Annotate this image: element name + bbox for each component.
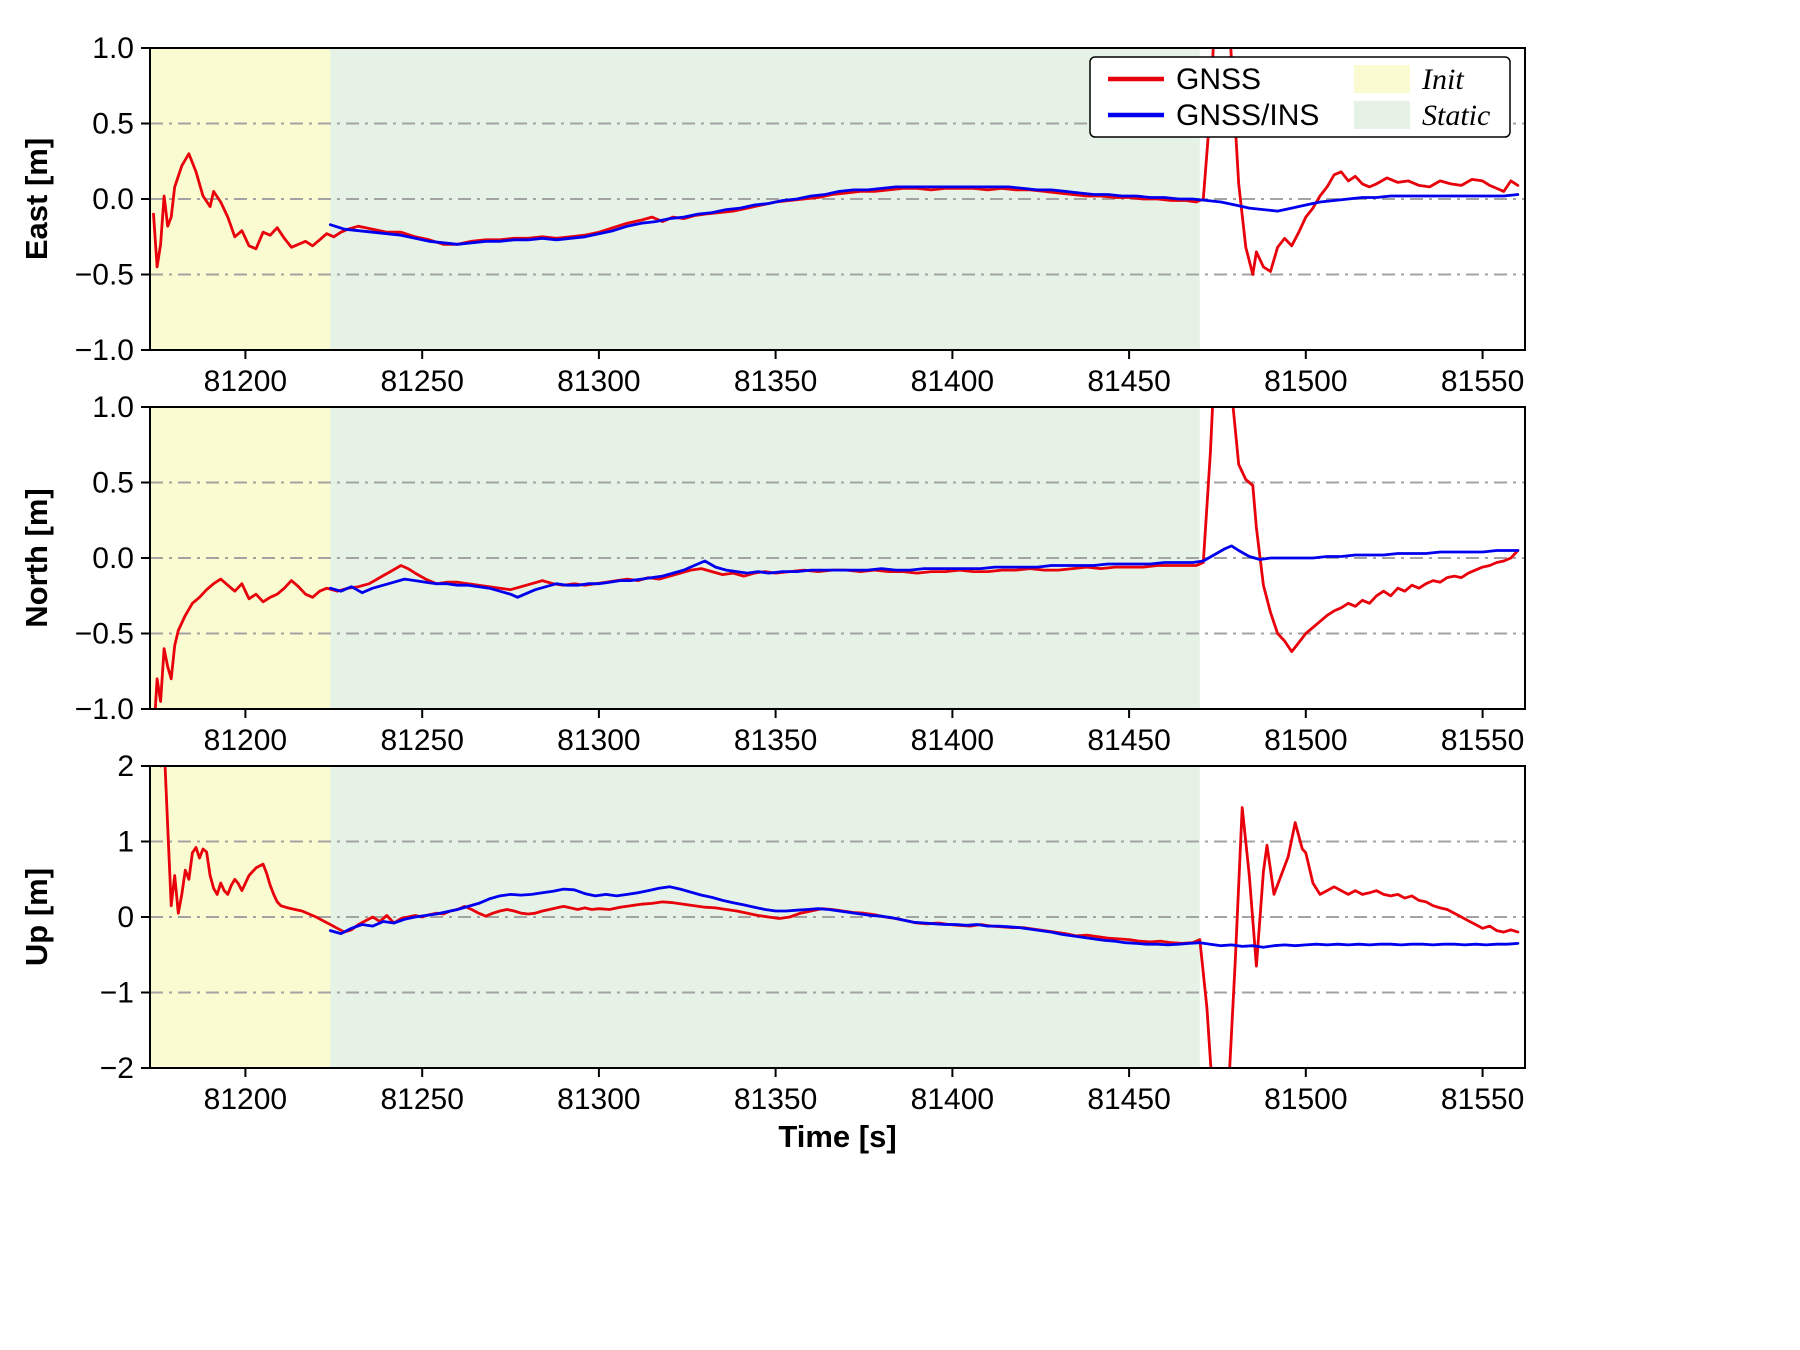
ytick-label: −1.0 [75,334,134,367]
gnss-line-up [159,766,1520,1068]
ylabel-east: East [m] [19,138,54,260]
xtick-label: 81300 [557,724,640,757]
gnss-ins-line-north [328,544,1520,599]
ylabel-north: North [m] [19,488,54,627]
ytick-label: −2 [100,1052,134,1085]
xtick-label: 81450 [1087,365,1170,398]
ytick-label: 1 [117,826,134,859]
xtick-label: 81350 [734,724,817,757]
ytick-label: 2 [117,750,134,783]
ytick-label: −1.0 [75,693,134,726]
ytick-label: 0.5 [92,467,134,500]
subplot-north: 1.0 0.5 0.0 −0.5 −1.0 81200 81250 81300 81350 814… [19,391,1526,757]
ytick-label: −1 [100,977,134,1010]
xtick-label: 81350 [734,365,817,398]
xtick-label: 81450 [1087,724,1170,757]
xtick-label: 81250 [380,1083,463,1116]
xtick-label: 81400 [911,724,994,757]
ytick-label: 0.5 [92,108,134,141]
gnss-ins-line-east [328,185,1520,246]
legend-label-static: Static [1422,99,1490,132]
xlabel: Time [s] [778,1119,896,1154]
xtick-label: 81550 [1441,365,1524,398]
xtick-label: 81500 [1264,1083,1347,1116]
subplot-up: 2 1 0 −1 −2 81200 81250 81300 81350 81400 81450 815… [19,750,1526,1116]
xtick-label: 81300 [557,1083,640,1116]
gnss-ins-line-up [328,885,1520,949]
xtick-label: 81400 [911,1083,994,1116]
ytick-label: 0.0 [92,542,134,575]
ytick-label: −0.5 [75,618,134,651]
xtick-label: 81250 [380,724,463,757]
legend-label-gnss: GNSS [1176,63,1261,96]
ylabel-up: Up [m] [19,868,54,966]
xtick-label: 81450 [1087,1083,1170,1116]
ytick-label: 1.0 [92,391,134,424]
ytick-label: 0 [117,901,134,934]
legend-swatch-static [1354,101,1410,129]
ytick-label: 0.0 [92,183,134,216]
ytick-label: 1.0 [92,32,134,65]
subplot-east: 1.0 0.5 0.0 −0.5 −1.0 81200 81250 81300 81350 814… [19,32,1526,398]
xtick-label: 81550 [1441,724,1524,757]
gnss-line-east [152,48,1520,276]
xtick-label: 81500 [1264,365,1347,398]
legend-label-init: Init [1421,63,1464,96]
xtick-label: 81500 [1264,724,1347,757]
xtick-label: 81200 [204,724,287,757]
legend-swatch-init [1354,65,1410,93]
xtick-label: 81200 [204,1083,287,1116]
xtick-label: 81350 [734,1083,817,1116]
xtick-label: 81300 [557,365,640,398]
ytick-label: −0.5 [75,259,134,292]
xtick-label: 81200 [204,365,287,398]
legend-label-gnss-ins: GNSS/INS [1176,99,1319,132]
xtick-label: 81250 [380,365,463,398]
xtick-label: 81550 [1441,1083,1524,1116]
xtick-label: 81400 [911,365,994,398]
